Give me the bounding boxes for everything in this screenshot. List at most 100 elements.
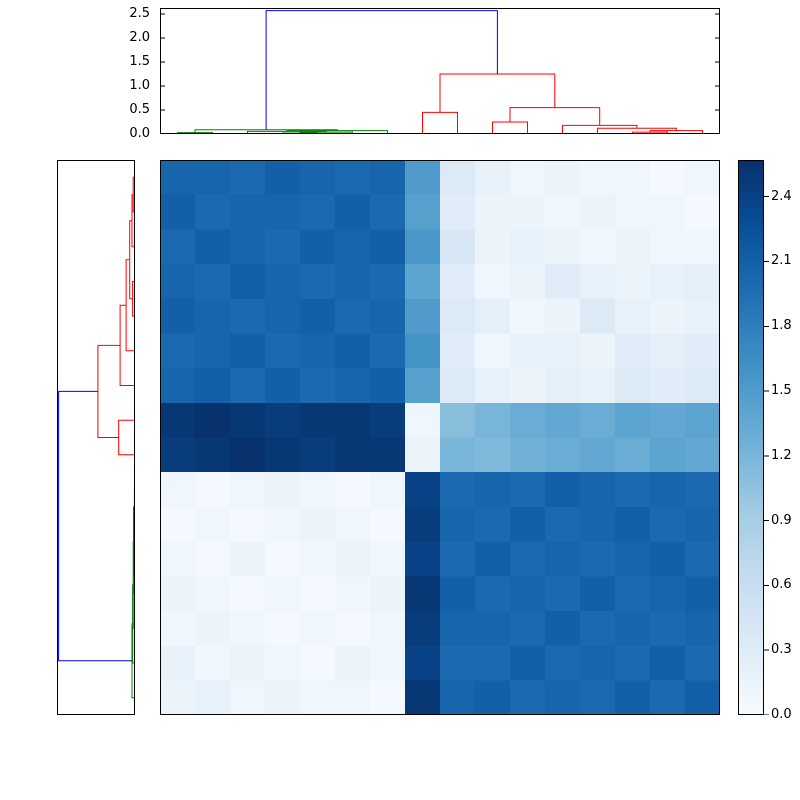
heatmap-cell	[440, 680, 476, 715]
heatmap-cell	[580, 229, 616, 265]
heatmap-cell	[230, 298, 266, 335]
heatmap-cell	[685, 506, 720, 543]
heatmap-cell	[685, 610, 720, 647]
heatmap-cell	[370, 576, 406, 612]
heatmap-cell	[195, 160, 231, 196]
heatmap-cell	[650, 680, 686, 715]
heatmap-cell	[370, 194, 406, 230]
heatmap-cell	[440, 368, 476, 404]
heatmap-cell	[195, 333, 231, 369]
heatmap-cell	[370, 229, 406, 265]
heatmap-cell	[545, 472, 581, 508]
heatmap-cell	[370, 437, 406, 473]
heatmap-cell	[265, 298, 301, 335]
heatmap-cell	[650, 264, 686, 300]
heatmap-cell	[405, 298, 441, 335]
dendrogram-link-r	[562, 124, 638, 134]
heatmap-cell	[230, 541, 266, 577]
top-axis-tick-label: 2.0	[129, 30, 150, 45]
heatmap-cell	[650, 437, 686, 473]
heatmap-cell	[510, 506, 546, 543]
heatmap-cell	[265, 610, 301, 647]
heatmap-cell	[405, 368, 441, 404]
heatmap-cell	[335, 576, 371, 612]
heatmap-cell	[475, 680, 511, 715]
heatmap-cell	[300, 333, 336, 369]
heatmap-cell	[335, 333, 371, 369]
heatmap-cell	[160, 264, 196, 300]
heatmap-cell	[160, 576, 196, 612]
heatmap-cell	[440, 576, 476, 612]
heatmap-cell	[440, 541, 476, 577]
heatmap-cell	[195, 610, 231, 647]
dendrogram-link-g	[132, 584, 135, 664]
heatmap-cell	[510, 298, 546, 335]
top-axis-tick-label: 2.5	[129, 6, 150, 21]
heatmap-cell	[230, 368, 266, 404]
heatmap-cell	[160, 610, 196, 647]
colorbar-tick-label: 0.3	[771, 642, 792, 658]
heatmap-cell	[615, 541, 651, 577]
heatmap-cell	[650, 160, 686, 196]
top-axis-tick-label: 0.5	[129, 102, 150, 117]
heatmap-cell	[475, 472, 511, 508]
heatmap-cell	[195, 298, 231, 335]
heatmap-cell	[265, 645, 301, 681]
heatmap-cell	[160, 160, 196, 196]
heatmap-cell	[615, 472, 651, 508]
heatmap-cell	[475, 402, 511, 439]
heatmap-cell	[580, 160, 616, 196]
heatmap-cell	[475, 506, 511, 543]
heatmap-cell	[370, 264, 406, 300]
heatmap-cell	[580, 194, 616, 230]
dendrogram-link-b	[58, 390, 132, 662]
heatmap-cell	[335, 680, 371, 715]
colorbar-tick-label: 2.1	[771, 253, 792, 269]
heatmap-cell	[650, 229, 686, 265]
heatmap-cell	[230, 680, 266, 715]
heatmap-cell	[685, 333, 720, 369]
heatmap-cell	[195, 680, 231, 715]
colorbar	[738, 160, 769, 715]
dendrogram-link-r	[649, 130, 703, 134]
heatmap-cell	[335, 541, 371, 577]
heatmap-cell	[195, 576, 231, 612]
heatmap-cell	[160, 368, 196, 404]
heatmap-cell	[405, 472, 441, 508]
heatmap-cell	[615, 229, 651, 265]
heatmap-cell	[370, 645, 406, 681]
heatmap-cell	[405, 576, 441, 612]
heatmap-cell	[545, 368, 581, 404]
heatmap-cell	[545, 645, 581, 681]
heatmap-cell	[160, 506, 196, 543]
heatmap-cell	[510, 264, 546, 300]
heatmap-cell	[615, 264, 651, 300]
heatmap-cell	[615, 368, 651, 404]
heatmap-cell	[545, 610, 581, 647]
heatmap-cell	[440, 160, 476, 196]
heatmap-cell	[545, 194, 581, 230]
heatmap-cell	[300, 506, 336, 543]
heatmap-cell	[300, 264, 336, 300]
heatmap-border	[160, 160, 720, 715]
heatmap-cell	[230, 645, 266, 681]
heatmap-cell	[335, 264, 371, 300]
heatmap-cell	[405, 610, 441, 647]
left-dendrogram	[57, 160, 135, 715]
colorbar-tick-label: 0.6	[771, 577, 792, 593]
heatmap-cell	[580, 298, 616, 335]
heatmap-cell	[545, 160, 581, 196]
heatmap-cell	[335, 402, 371, 439]
heatmap-cell	[195, 645, 231, 681]
heatmap-cell	[370, 541, 406, 577]
colorbar-gradient	[738, 160, 764, 715]
heatmap-cell	[615, 333, 651, 369]
heatmap-cell	[650, 576, 686, 612]
heatmap-cell	[265, 472, 301, 508]
heatmap-cell	[195, 264, 231, 300]
dendrogram-link-r	[97, 344, 121, 438]
heatmap-cell	[370, 610, 406, 647]
heatmap-cell	[195, 368, 231, 404]
heatmap-cell	[370, 402, 406, 439]
heatmap-cell	[615, 194, 651, 230]
